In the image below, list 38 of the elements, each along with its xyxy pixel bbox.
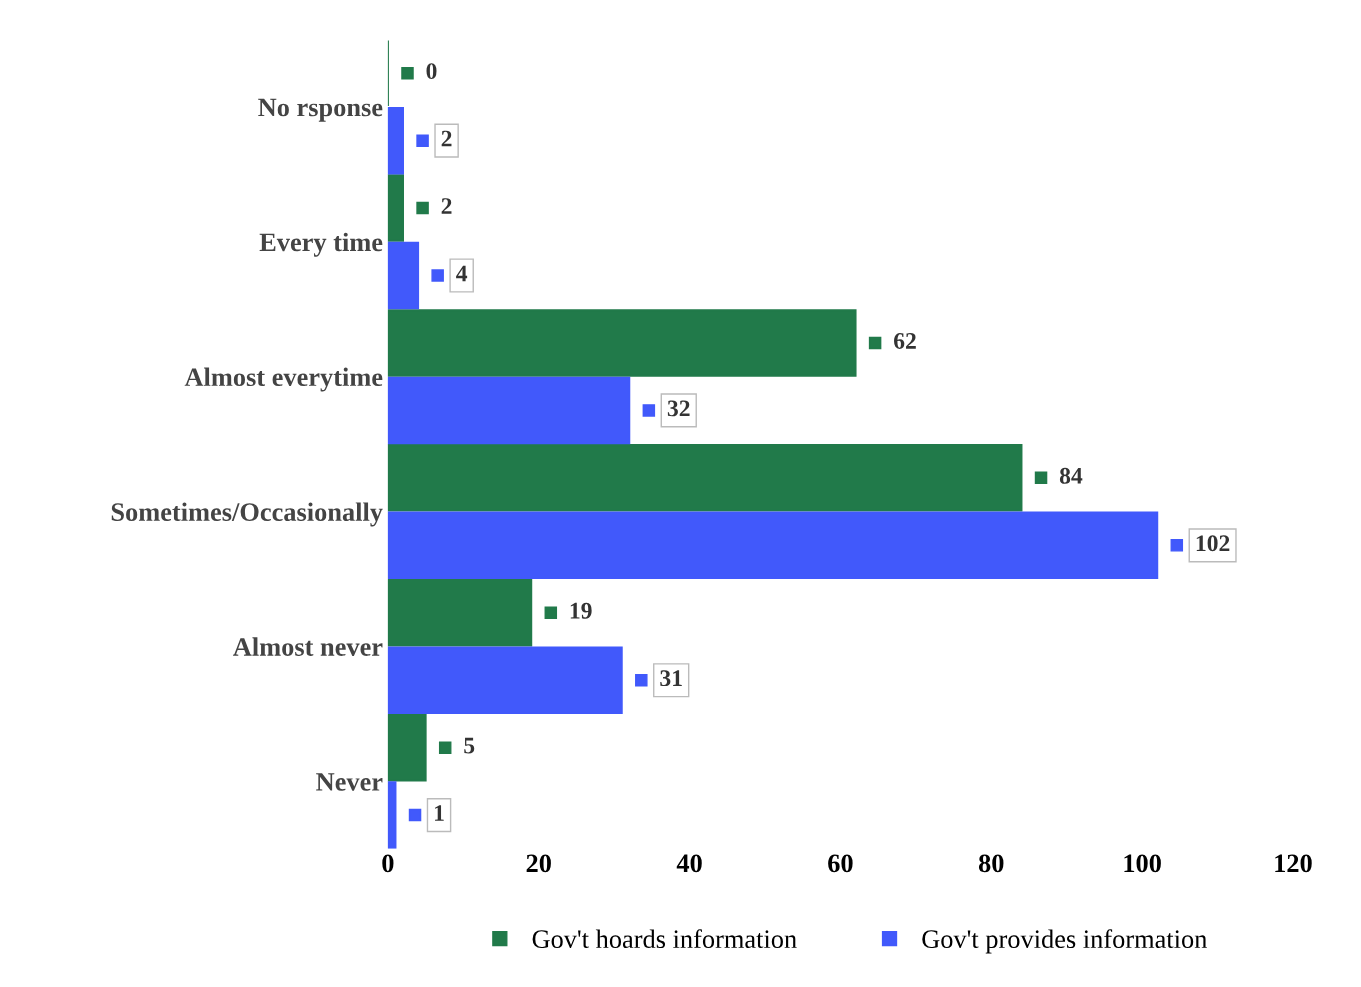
bar [387,106,405,175]
x-tick-label: 120 [1275,854,1312,873]
data-label: 5 [464,737,475,754]
y-tick-label: Almost never [233,637,383,656]
data-label: 32 [667,400,690,417]
y-tick-label: Almost everytime [184,367,383,392]
bar [387,579,533,647]
bar [387,713,427,782]
x-tick-label: 60 [828,854,853,873]
bar [387,781,397,849]
bar [387,511,1159,580]
x-tick-label: 40 [676,854,702,873]
data-label: 84 [1059,467,1083,484]
y-tick-label: No rsponse [258,98,383,122]
data-label: 2 [441,198,452,214]
bar [387,309,857,377]
data-label: 19 [570,602,592,619]
y-tick-label: Every time [259,232,383,257]
bar [387,376,631,445]
data-label: 62 [894,333,916,349]
x-tick-label: 0 [382,854,394,873]
x-tick-label: 100 [1124,854,1161,873]
data-label: 2 [441,130,452,147]
bar [387,444,1023,512]
bar [387,174,405,242]
data-label: 4 [456,265,468,282]
bar [387,646,623,714]
bar [387,241,420,310]
y-tick-label: Sometimes/Occasionally [111,502,383,527]
legend-label: Gov't provides information [922,929,1207,954]
x-tick-label: 80 [978,854,1004,873]
data-label: 31 [660,670,682,687]
data-label: 102 [1196,535,1230,552]
x-tick-label: 20 [526,854,551,873]
data-label: 1 [435,805,444,821]
data-label: 0 [426,63,437,80]
y-tick-label: Never [316,773,383,791]
legend-label: Gov't hoards information [532,929,797,949]
